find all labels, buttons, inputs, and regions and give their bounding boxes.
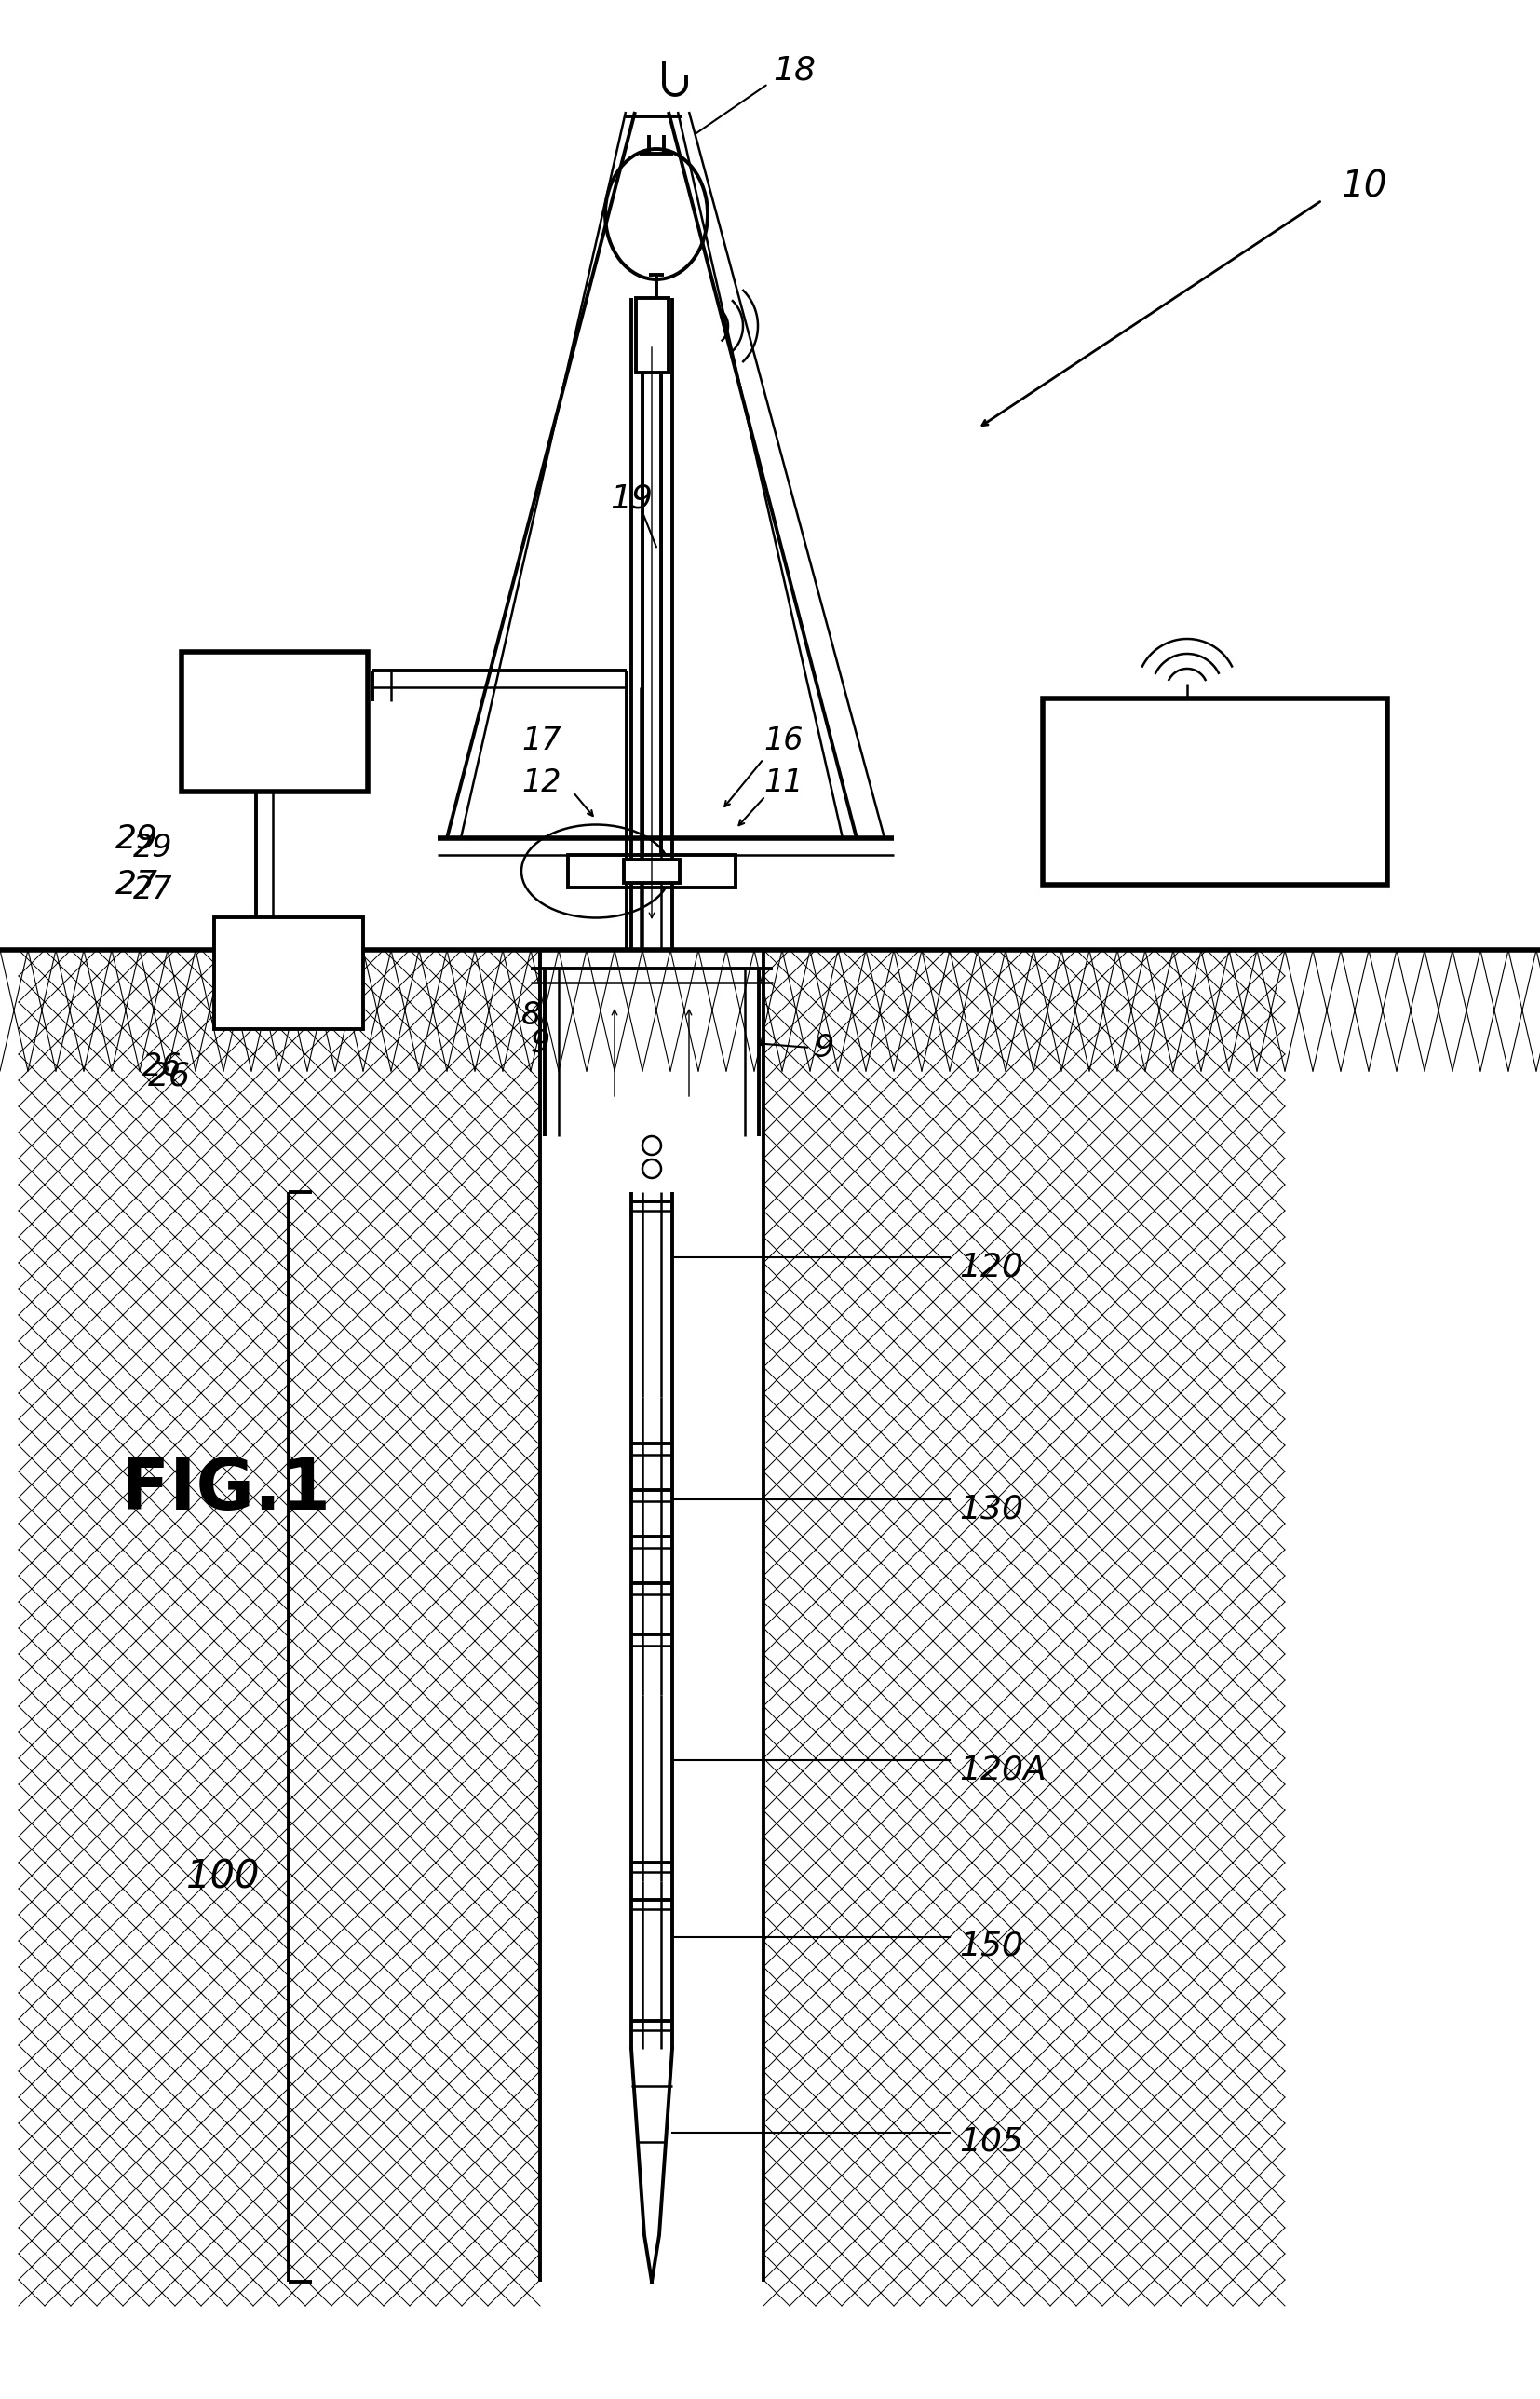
- Text: 27: 27: [116, 868, 159, 900]
- Bar: [636, 297, 668, 372]
- Text: 9: 9: [531, 1027, 550, 1058]
- Text: 18: 18: [773, 55, 816, 86]
- Text: PUMP: PUMP: [220, 705, 330, 736]
- Text: 100: 100: [186, 1857, 260, 1895]
- Bar: [182, 653, 368, 792]
- Text: 16: 16: [764, 724, 802, 756]
- Text: 29: 29: [116, 823, 159, 854]
- Text: FIG.1: FIG.1: [122, 1456, 331, 1523]
- Text: 12: 12: [522, 768, 561, 796]
- Text: 17: 17: [522, 724, 561, 756]
- Bar: [624, 859, 679, 883]
- Text: 150: 150: [959, 1931, 1023, 1962]
- Text: 105: 105: [959, 2126, 1023, 2157]
- Text: 26: 26: [142, 1051, 182, 1082]
- Text: 8: 8: [522, 1000, 541, 1032]
- Text: LOGGING
AND
CONTROL: LOGGING AND CONTROL: [1124, 739, 1306, 844]
- Text: 27: 27: [132, 873, 172, 904]
- Text: 120: 120: [959, 1250, 1023, 1283]
- Bar: [214, 916, 363, 1029]
- Text: 29: 29: [132, 832, 172, 864]
- Text: 120A: 120A: [959, 1754, 1046, 1785]
- Text: 130: 130: [959, 1492, 1023, 1523]
- Text: 9: 9: [815, 1032, 835, 1063]
- Text: 19: 19: [610, 482, 653, 513]
- Text: 10: 10: [1341, 168, 1388, 204]
- Bar: [1043, 698, 1388, 885]
- Bar: [568, 854, 736, 888]
- Text: 11: 11: [764, 768, 802, 796]
- Text: 26: 26: [148, 1060, 191, 1092]
